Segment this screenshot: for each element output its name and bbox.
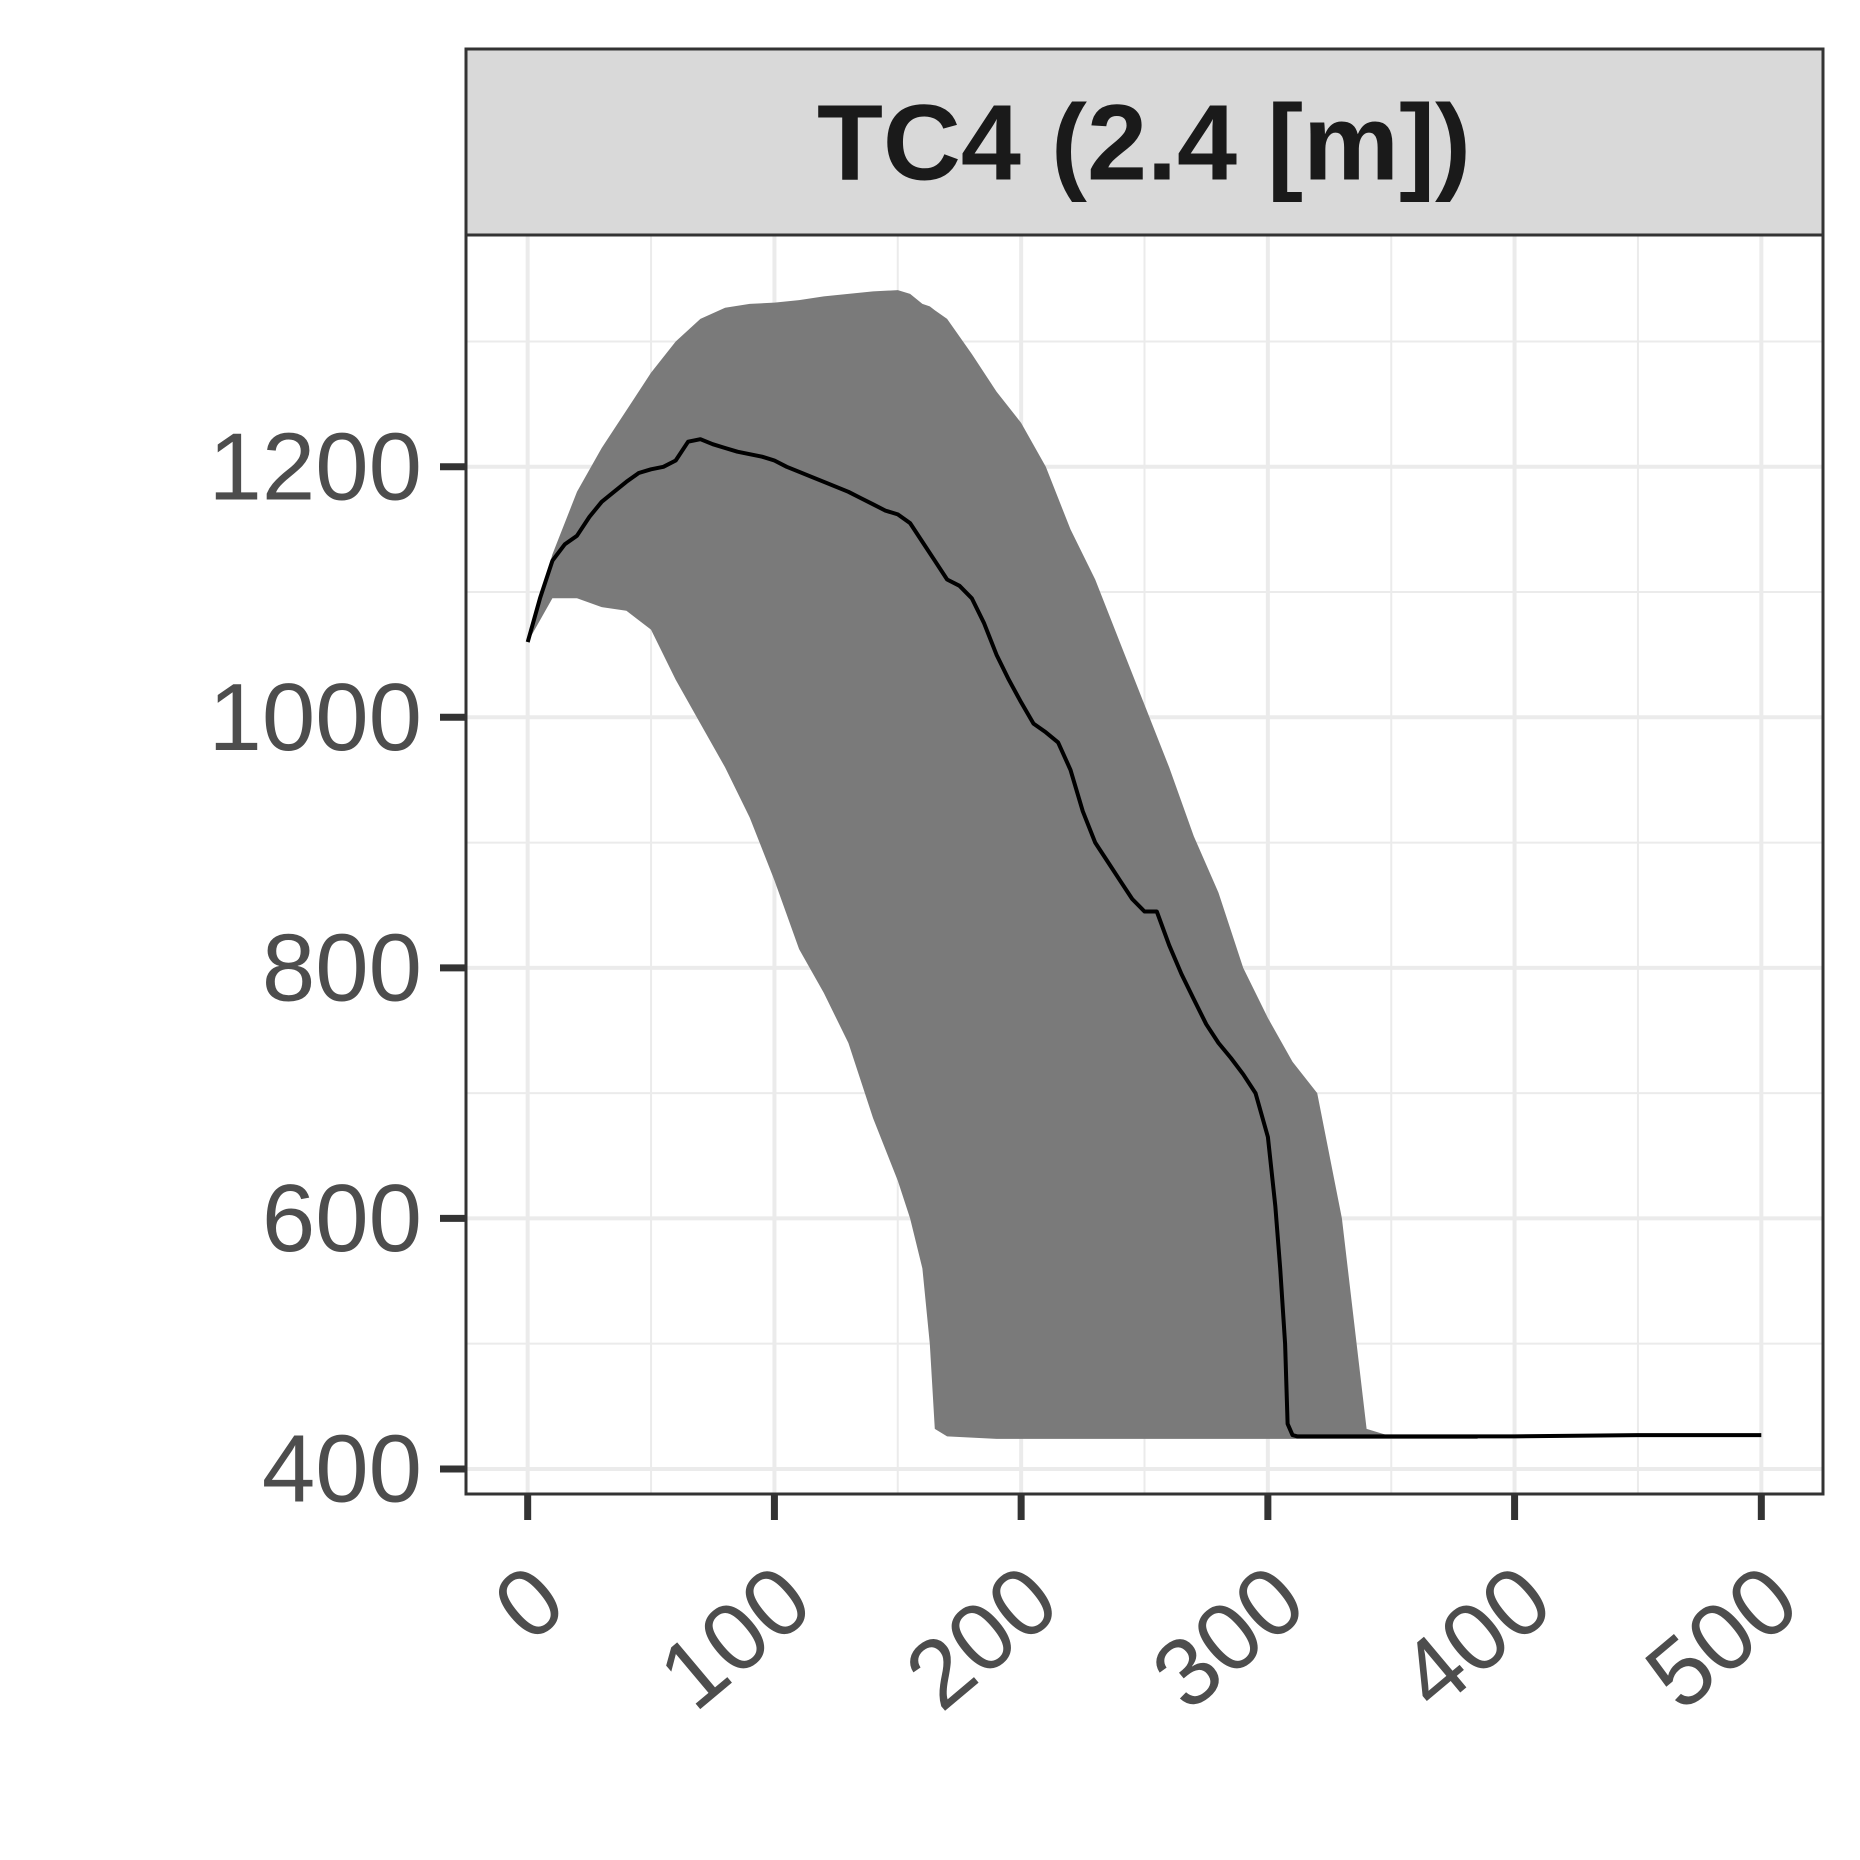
facet-strip [464, 47, 1825, 237]
x-tick-label: 500 [1626, 1545, 1817, 1730]
y-tick-label: 800 [262, 914, 422, 1021]
median-line [525, 437, 1762, 1439]
series-layer [525, 290, 1762, 1439]
x-tick-label: 200 [886, 1545, 1077, 1730]
x-tick-label: 400 [1380, 1545, 1571, 1730]
y-tick-label: 1000 [208, 664, 422, 771]
facet-strip-title: TC4 (2.4 [m]) [817, 82, 1471, 203]
x-tick-label: 100 [639, 1545, 830, 1730]
ribbon-band [527, 290, 1478, 1439]
x-tick-label: 0 [474, 1545, 584, 1661]
x-axis: 0 100 200 300 400 500 [474, 1494, 1818, 1730]
x-tick-label: 300 [1133, 1545, 1324, 1730]
y-tick-label: 1200 [208, 413, 422, 520]
y-tick-label: 400 [262, 1415, 422, 1522]
y-tick-label: 600 [262, 1165, 422, 1272]
y-axis: 400 600 800 1000 1200 [208, 413, 466, 1522]
